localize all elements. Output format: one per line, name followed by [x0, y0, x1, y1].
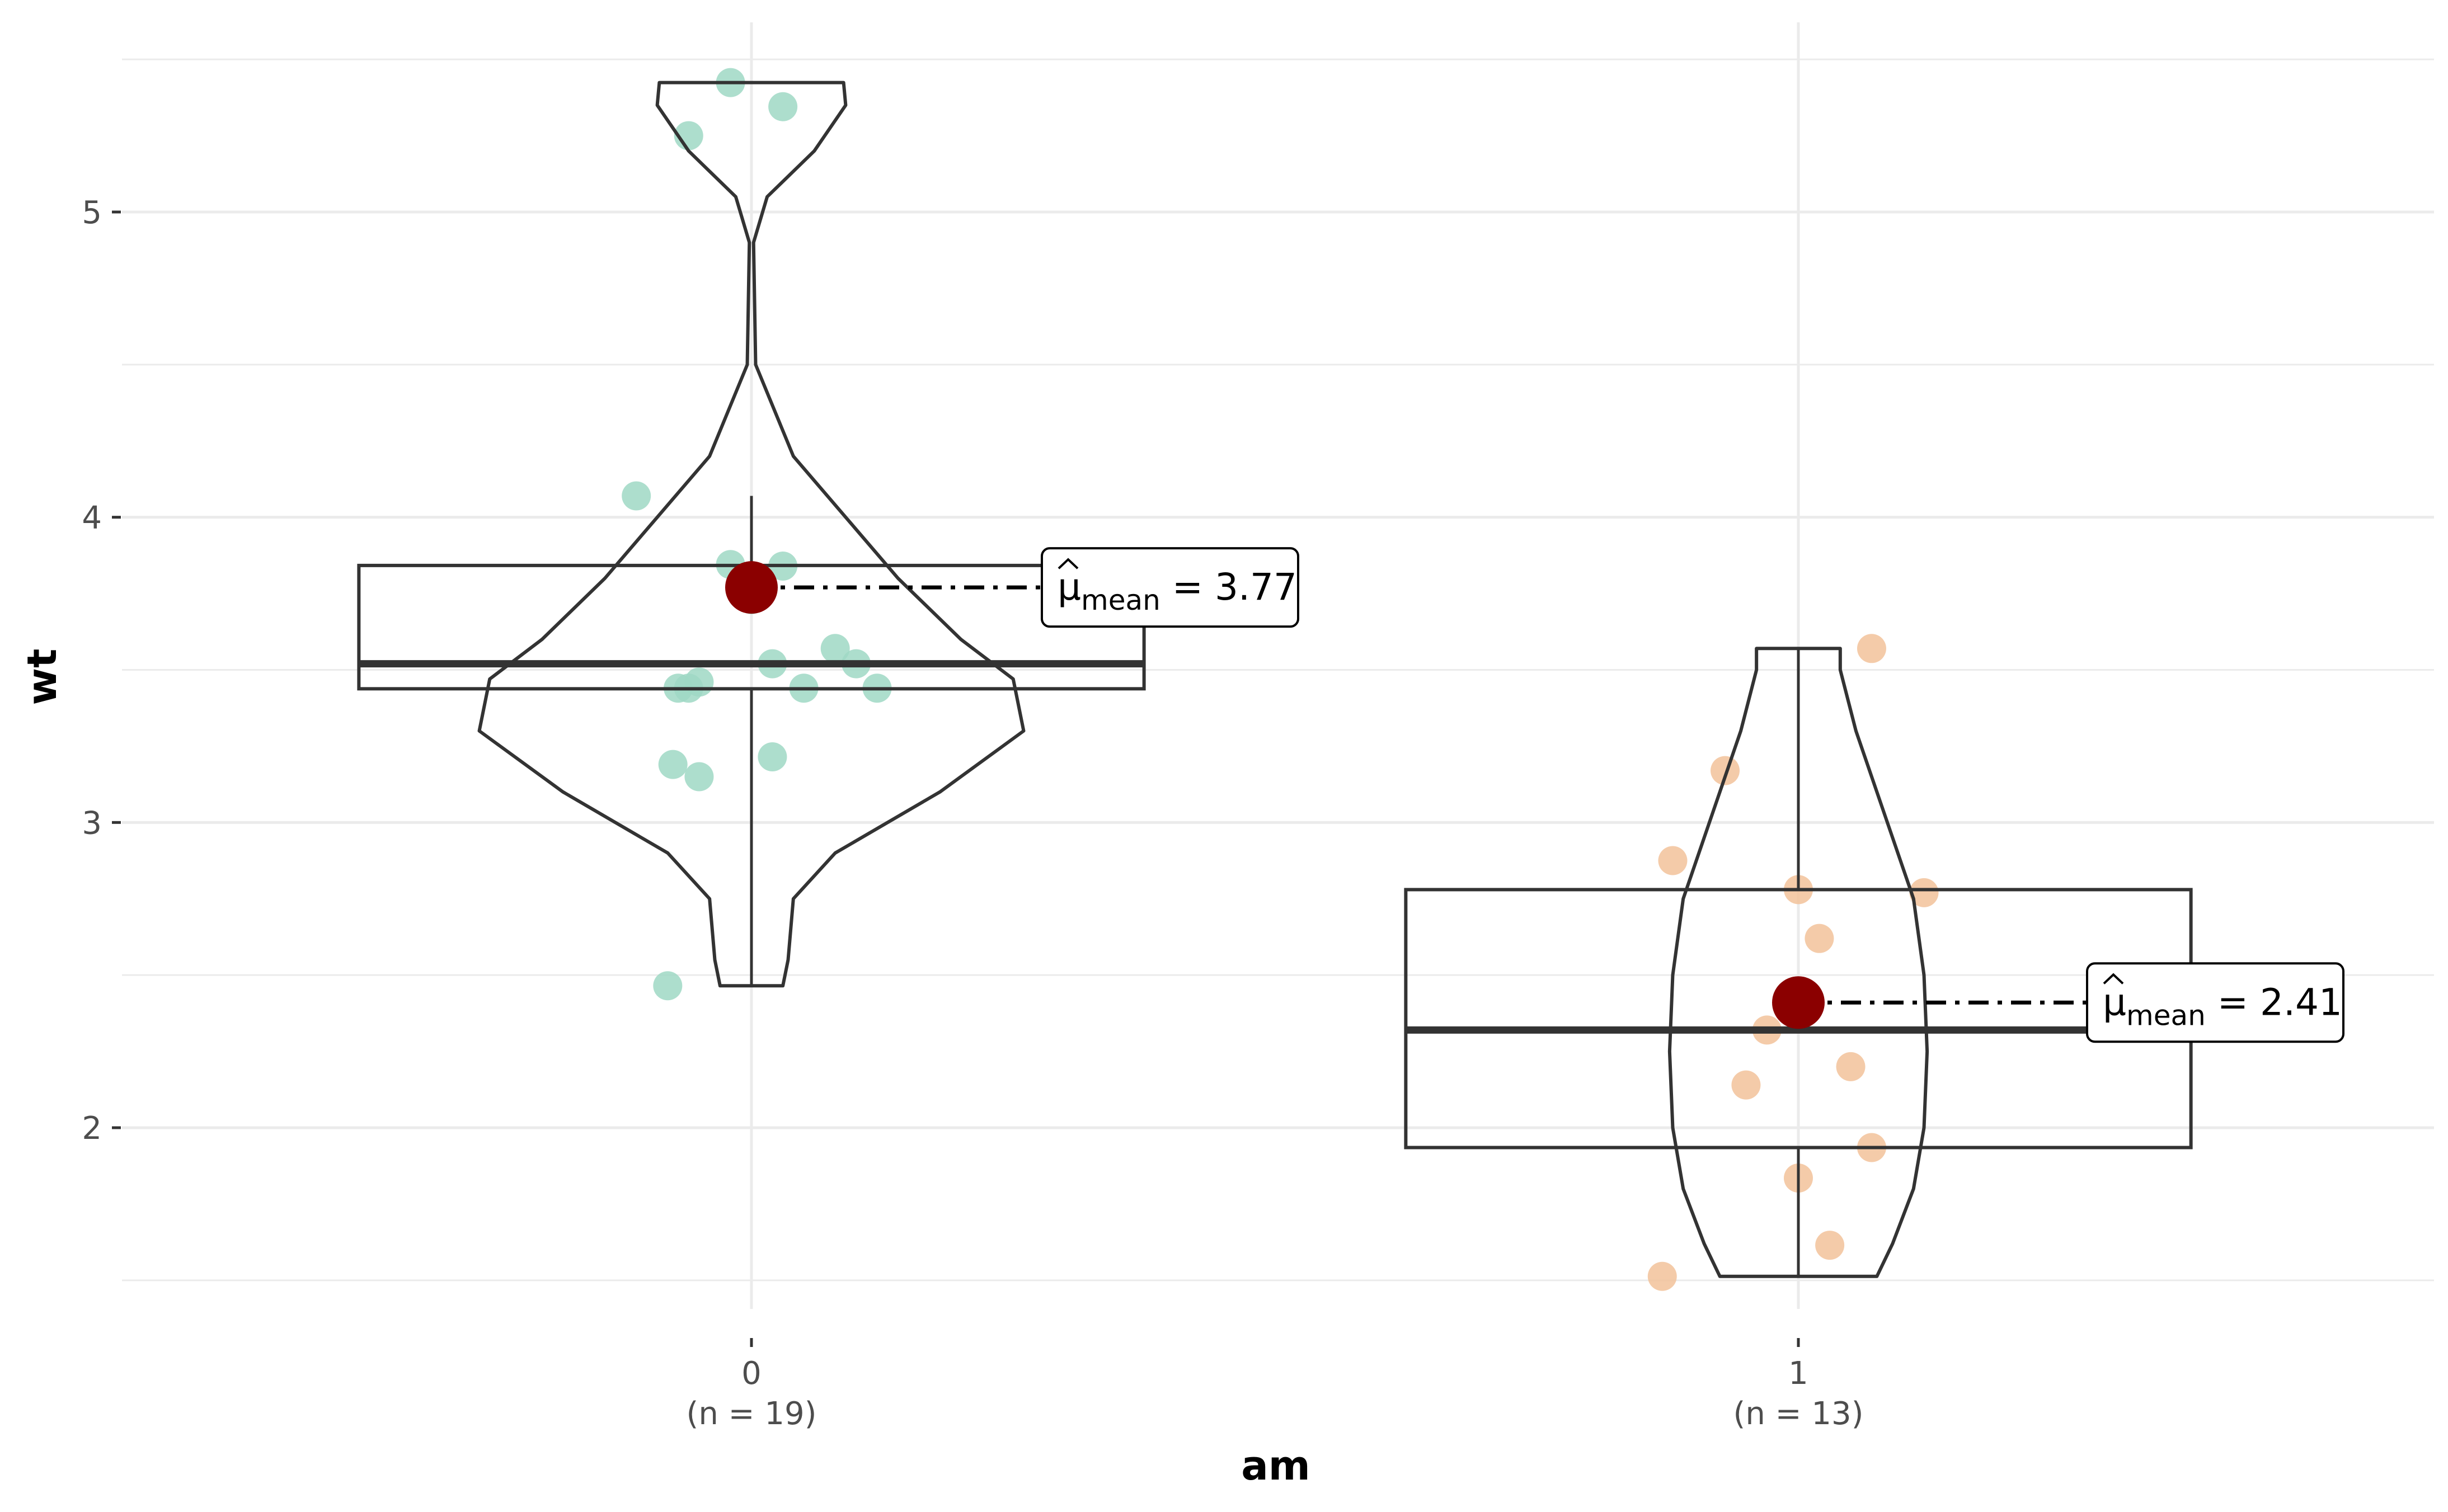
y-tick-label: 3 — [82, 805, 102, 841]
y-tick-label: 4 — [82, 500, 102, 536]
data-point — [1647, 1261, 1677, 1291]
violin — [1667, 647, 1929, 1278]
data-point — [622, 481, 651, 511]
y-tick-label: 2 — [82, 1110, 102, 1147]
mean-point — [1772, 976, 1825, 1029]
x-axis-title: am — [1241, 1442, 1310, 1489]
mean-label: μmean = 3.77 — [1058, 566, 1297, 616]
data-point — [658, 750, 688, 779]
data-point — [684, 667, 714, 697]
x-tick-label: 0 — [741, 1355, 762, 1392]
mean-hat — [2103, 973, 2124, 985]
y-tick-label: 5 — [82, 195, 102, 231]
mean-label: μmean = 2.41 — [2103, 981, 2342, 1031]
x-n-label: (n = 19) — [687, 1396, 817, 1432]
violin — [477, 81, 1026, 988]
data-point — [1909, 878, 1939, 907]
data-point — [1857, 634, 1886, 663]
plot-layer: μmean = 3.77 μmean = 2.41 — [357, 68, 2344, 1291]
data-point — [820, 634, 850, 663]
x-n-label: (n = 13) — [1733, 1396, 1864, 1432]
x-tick-label: 1 — [1788, 1355, 1808, 1392]
data-point — [1836, 1052, 1866, 1081]
mean-label-box — [1041, 547, 1299, 628]
data-point — [684, 762, 714, 792]
grid-layer — [122, 22, 2434, 1309]
data-point — [1711, 756, 1740, 785]
data-point — [758, 742, 787, 772]
data-point — [768, 92, 798, 121]
data-point — [1815, 1231, 1845, 1260]
mean-hat — [1058, 558, 1079, 569]
data-point — [1805, 924, 1834, 953]
data-point — [1731, 1070, 1761, 1100]
data-point — [653, 971, 683, 1001]
axis-layer: 2 3 4 5 0 (n = 19) 1 (n = 13) — [82, 195, 1863, 1432]
mean-point — [725, 561, 778, 614]
data-point — [1658, 846, 1688, 875]
y-axis-title: wt — [18, 649, 65, 705]
mean-label-box — [2086, 962, 2344, 1043]
